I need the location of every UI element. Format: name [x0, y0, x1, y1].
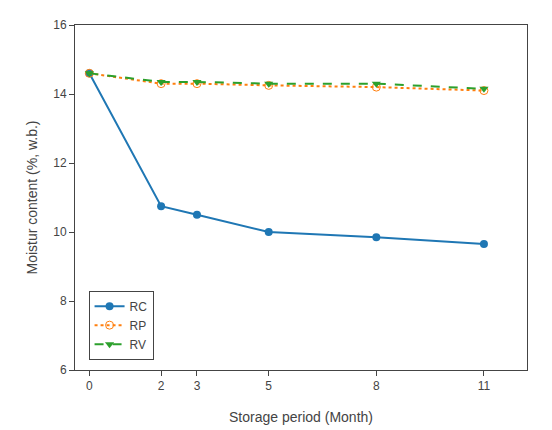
svg-text:Storage period (Month): Storage period (Month): [229, 409, 373, 425]
svg-text:6: 6: [60, 363, 67, 377]
svg-text:3: 3: [194, 379, 201, 393]
svg-text:11: 11: [478, 379, 491, 393]
svg-text:2: 2: [158, 379, 165, 393]
svg-text:RP: RP: [130, 319, 147, 333]
svg-text:5: 5: [265, 379, 272, 393]
svg-text:16: 16: [53, 18, 67, 32]
svg-text:Moistur content (%, w.b.): Moistur content (%, w.b.): [24, 120, 40, 274]
svg-text:14: 14: [53, 87, 67, 101]
svg-text:12: 12: [53, 156, 67, 170]
svg-text:8: 8: [60, 294, 67, 308]
svg-text:RV: RV: [130, 338, 146, 352]
svg-text:0: 0: [86, 379, 93, 393]
svg-text:10: 10: [53, 225, 67, 239]
svg-text:RC: RC: [130, 300, 148, 314]
svg-text:8: 8: [373, 379, 380, 393]
